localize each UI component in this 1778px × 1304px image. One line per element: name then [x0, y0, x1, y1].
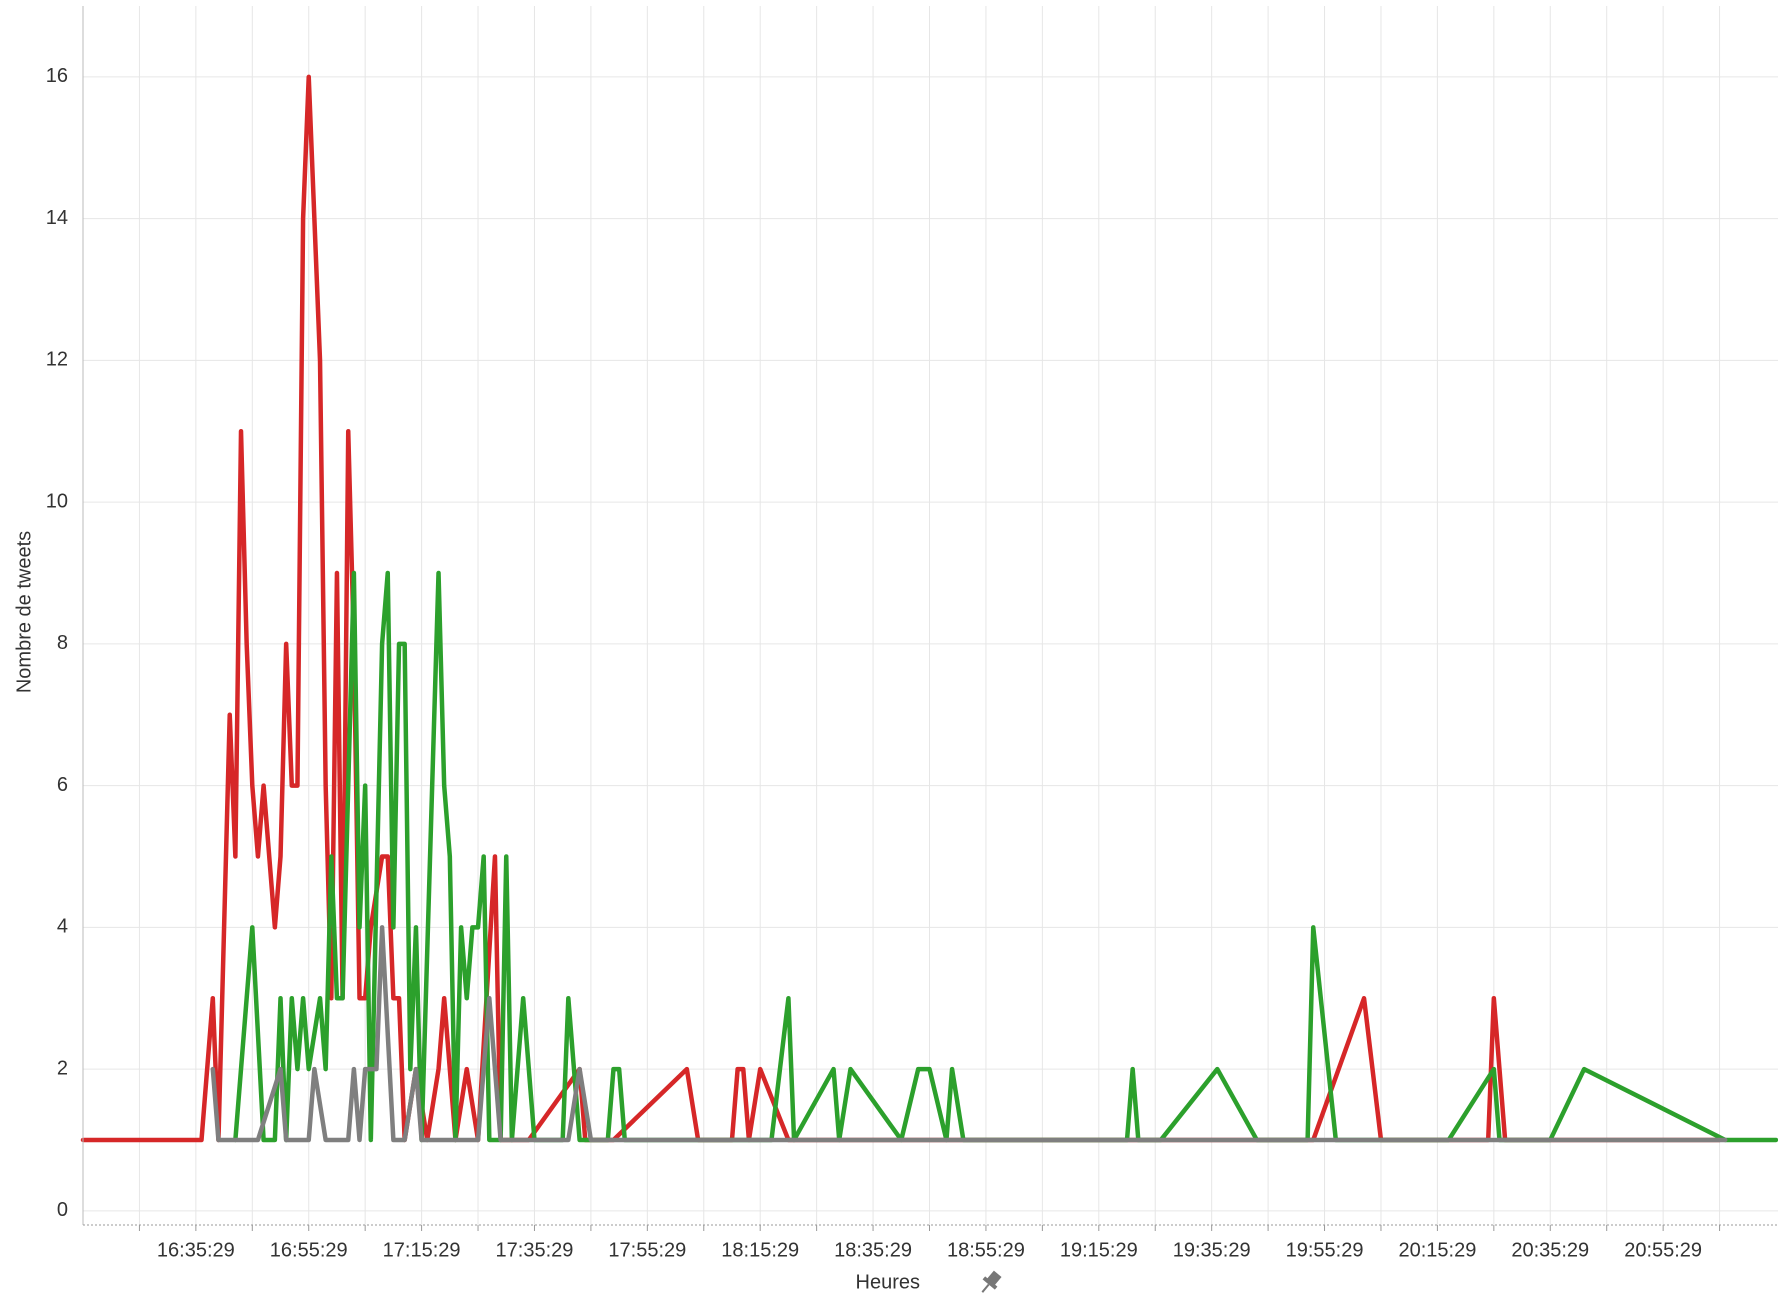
lines: [80, 74, 1778, 1143]
x-tick-label: 19:35:29: [1173, 1239, 1251, 1261]
y-tick-label: 4: [57, 916, 68, 938]
x-tick-label: 20:35:29: [1511, 1239, 1589, 1261]
y-tick-label: 10: [46, 490, 68, 512]
y-tick-label: 6: [57, 774, 68, 796]
x-tick-label: 20:15:29: [1398, 1239, 1476, 1261]
x-tick-label: 17:55:29: [608, 1239, 686, 1261]
pin-icon[interactable]: [976, 1269, 1004, 1298]
axes: 0 2 4 6 8 10 12 14 16 16:35:29 16:55:29 17:15:29 17:…: [46, 6, 1778, 1261]
x-tick-label: 17:15:29: [383, 1239, 461, 1261]
x-tick-label: 19:55:29: [1286, 1239, 1364, 1261]
x-tick-label: 16:55:29: [270, 1239, 348, 1261]
x-tick-label: 18:35:29: [834, 1239, 912, 1261]
y-tick-label: 14: [46, 207, 68, 229]
y-tick-label: 0: [57, 1199, 68, 1221]
x-axis-title: Heures: [856, 1271, 920, 1293]
x-tick-label: 20:55:29: [1624, 1239, 1702, 1261]
x-tick-label: 17:35:29: [496, 1239, 574, 1261]
series-line: [210, 925, 1728, 1143]
x-tick-label: 18:15:29: [721, 1239, 799, 1261]
y-tick-label: 8: [57, 632, 68, 654]
y-tick-label: 2: [57, 1057, 68, 1079]
y-axis-title: Nombre de tweets: [13, 531, 35, 693]
series-line: [80, 74, 1722, 1143]
series-line: [233, 570, 1778, 1143]
x-tick-label: 19:15:29: [1060, 1239, 1138, 1261]
x-tick-label: 16:35:29: [157, 1239, 235, 1261]
y-tick-label: 16: [46, 65, 68, 87]
x-tick-label: 18:55:29: [947, 1239, 1025, 1261]
y-tick-label: 12: [46, 349, 68, 371]
grid: [83, 6, 1778, 1225]
